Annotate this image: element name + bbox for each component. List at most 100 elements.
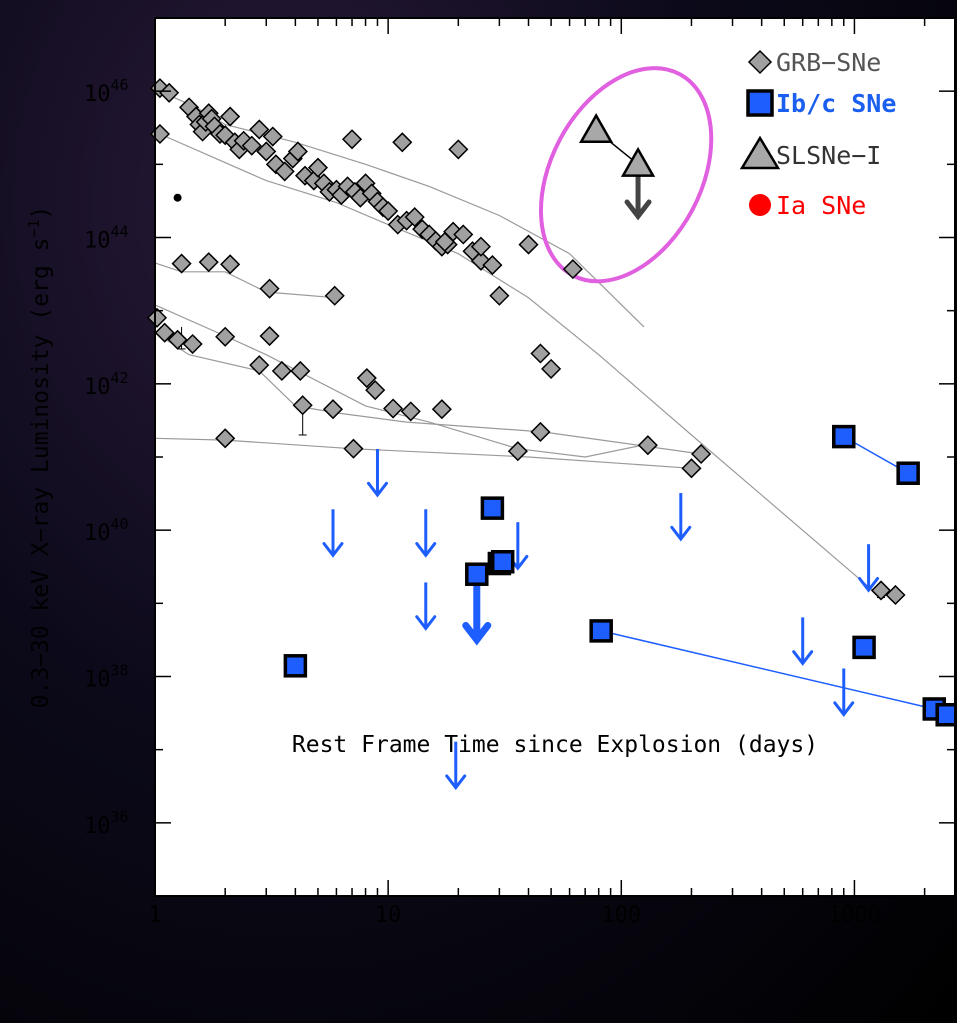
ibc-sn-point — [465, 562, 489, 586]
grb-sn-point — [182, 333, 203, 355]
y-axis-label-close: ) — [28, 206, 54, 220]
grb-sn-point — [262, 126, 283, 147]
y-tick-base: 10 — [84, 521, 111, 546]
ibc-sn-point — [283, 654, 308, 678]
y-tick-label: 1038 — [84, 662, 129, 693]
y-tick-exponent: 38 — [111, 662, 129, 680]
grb-sn-point — [307, 157, 329, 178]
ia-sn-point — [173, 193, 182, 202]
grb-sn-point — [681, 458, 702, 479]
grb-sn-point — [271, 360, 292, 382]
grb-line — [154, 332, 702, 455]
ibc-upper-limit-arrow — [366, 449, 388, 498]
y-axis-label-main: 0.3−30 keV X−ray Luminosity (erg s — [28, 238, 54, 709]
grb-sn-point — [431, 399, 452, 420]
y-tick-exponent: 36 — [111, 808, 129, 826]
y-tick-label: 1036 — [84, 808, 129, 839]
grb-sn-point — [215, 326, 236, 347]
ibc-sn-point — [832, 424, 856, 449]
grb-sn-point — [392, 132, 413, 153]
grb-sn-point — [215, 428, 236, 449]
x-tick-label: 100 — [601, 903, 641, 928]
slsn-point — [578, 112, 614, 144]
grb-sn-point — [241, 135, 262, 156]
y-tick-exponent: 42 — [111, 369, 129, 387]
ibc-upper-limit-arrow-head — [462, 621, 492, 646]
grb-sn-point — [507, 441, 528, 462]
plot-area — [155, 18, 955, 896]
grb-sn-point — [541, 358, 562, 379]
grb-sn-point — [259, 278, 280, 299]
grb-sn-point — [343, 438, 364, 459]
grb-sn-point — [691, 443, 712, 465]
legend-circle-icon — [749, 194, 771, 216]
grb-sn-point — [365, 380, 386, 401]
legend-entry-triangle: SLSNe−I — [739, 135, 881, 170]
ibc-sn-point — [852, 635, 876, 660]
legend-triangle-icon — [739, 135, 781, 170]
grb-sn-point — [341, 129, 363, 150]
grb-sn-point — [470, 236, 491, 257]
ibc-upper-limit-arrow-head — [445, 774, 467, 791]
grb-sn-point — [518, 234, 539, 255]
grb-sn-point — [198, 252, 219, 273]
grb-sn-point — [259, 325, 280, 347]
y-tick-label: 1044 — [84, 223, 129, 254]
grb-sn-point — [249, 355, 270, 376]
y-axis-label-exponent: −1 — [25, 219, 43, 237]
slsn-upper-limit-arrow — [624, 174, 652, 221]
grb-line — [154, 262, 337, 299]
grb-sn-point — [249, 119, 270, 140]
y-tick-base: 10 — [84, 229, 111, 254]
grb-sn-point — [489, 285, 510, 306]
y-tick-base: 10 — [84, 82, 111, 107]
grb-sn-point — [324, 285, 345, 306]
grb-sn-point — [146, 307, 168, 328]
y-tick-base: 10 — [84, 814, 111, 839]
grb-sn-point — [287, 141, 308, 162]
y-tick-label: 1046 — [84, 76, 129, 107]
x-tick-label: 1000 — [828, 903, 881, 928]
x-tick-label: 10 — [375, 903, 402, 928]
y-tick-exponent: 46 — [111, 76, 129, 94]
grb-sn-point — [167, 329, 188, 350]
grb-sn-point — [292, 395, 313, 416]
y-tick-exponent: 40 — [111, 515, 129, 533]
ibc-upper-limit-arrow-head — [415, 542, 437, 558]
grb-sn-point — [171, 253, 192, 274]
ibc-sne-points — [283, 424, 957, 727]
ibc-upper-limit-arrow — [322, 509, 344, 558]
y-axis-label: 0.3−30 keV X−ray Luminosity (erg s−1) — [25, 206, 54, 709]
ibc-upper-limit-arrow-head — [858, 576, 880, 593]
ibc-upper-limit-arrow-head — [366, 481, 388, 498]
grb-sn-point — [274, 161, 295, 182]
x-tick-label: 1 — [148, 903, 161, 928]
ibc-upper-limit-arrow-head — [792, 650, 814, 666]
grb-sn-point — [530, 343, 551, 364]
ibc-upper-limit-arrow-head — [322, 542, 344, 558]
grb-sn-point — [885, 584, 906, 606]
ibc-sn-point — [896, 461, 920, 485]
axis-ticks — [154, 18, 955, 896]
legend: GRB−SNe Ib/c SNe SLSNe−I Ia SNe — [739, 48, 896, 220]
legend-label: Ia SNe — [776, 191, 866, 220]
x-tick-labels: 1 10 100 1000 — [148, 903, 881, 928]
slsn-upper-limit-arrow-head — [624, 199, 652, 221]
grb-sn-point — [482, 255, 503, 276]
grb-sn-point — [159, 82, 180, 103]
ibc-upper-limit-arrow — [792, 617, 814, 666]
slsn-points — [578, 112, 656, 177]
y-tick-base: 10 — [84, 668, 111, 693]
x-axis-label: Rest Frame Time since Explosion (days) — [292, 732, 818, 758]
legend-label: Ib/c SNe — [776, 89, 896, 118]
grb-sn-point — [322, 399, 344, 420]
grb-sn-point — [562, 259, 583, 280]
grb-sn-point — [378, 200, 399, 222]
ibc-sn-point — [935, 703, 957, 727]
grb-sn-point — [220, 106, 241, 127]
ia-sne-points — [173, 193, 182, 202]
grb-sn-point — [256, 141, 277, 162]
grb-sn-point — [453, 224, 474, 245]
